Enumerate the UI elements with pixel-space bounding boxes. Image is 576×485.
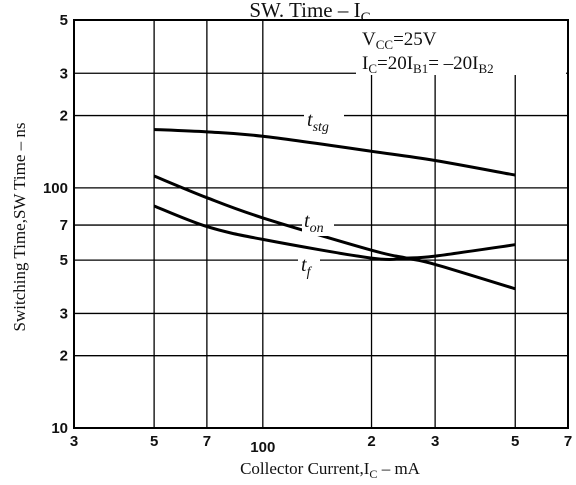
y-tick-label: 5 xyxy=(60,252,68,269)
x-tick-label: 3 xyxy=(431,433,439,450)
x-tick-label: 3 xyxy=(70,433,78,450)
condition-vcc: VCC=25V xyxy=(362,29,437,52)
conditions-box-bg xyxy=(356,21,566,75)
x-axis-label: Collector Current,IC – mA xyxy=(240,459,421,481)
series-labels: tstg ton tf xyxy=(298,108,344,280)
condition-ic: IC=20IB1= –20IB2 xyxy=(362,53,494,76)
series-label-tstg: tstg xyxy=(307,109,329,135)
x-tick-labels: 3 5 7 100 2 3 5 7 xyxy=(70,433,572,456)
plot-frame xyxy=(73,19,569,429)
y-tick-label: 5 xyxy=(60,12,68,29)
y-tick-label: 10 xyxy=(51,420,68,437)
series-label-tf: tf xyxy=(301,254,313,280)
x-tick-label: 7 xyxy=(203,433,211,450)
y-tick-label: 2 xyxy=(60,348,68,365)
series-label-ton: ton xyxy=(304,210,324,236)
series-lines xyxy=(153,128,516,291)
x-tick-label: 5 xyxy=(511,433,519,450)
y-tick-label: 100 xyxy=(43,180,68,197)
x-tick-label: 7 xyxy=(564,433,572,450)
y-axis-label: Switching Time,SW Time – ns xyxy=(10,123,29,332)
y-tick-label: 3 xyxy=(60,305,68,322)
series-line-tf xyxy=(153,204,516,262)
y-tick-label: 7 xyxy=(60,217,68,234)
chart-title: SW. Time – IC xyxy=(249,0,370,26)
y-tick-label: 2 xyxy=(60,108,68,125)
x-tick-label: 2 xyxy=(367,433,375,450)
y-tick-label: 3 xyxy=(60,65,68,82)
series-line-tstg xyxy=(154,128,516,177)
x-tick-label: 5 xyxy=(150,433,158,450)
x-tick-label: 100 xyxy=(250,439,275,456)
series-line-ton xyxy=(153,174,516,291)
y-tick-labels: 10 2 3 5 7 100 2 3 5 xyxy=(43,12,68,437)
